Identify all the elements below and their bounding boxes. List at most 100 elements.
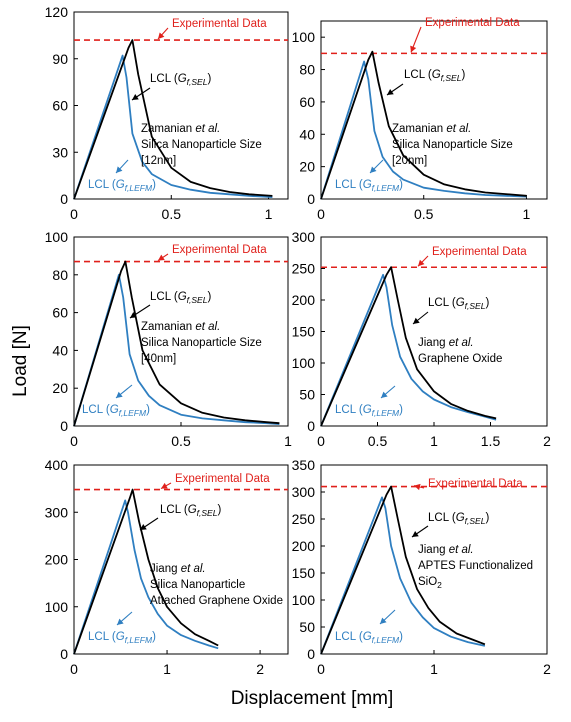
lcl-sel-arrow-head [140,524,147,530]
lcl-lefm-arrow-head [117,618,124,625]
lcl-sel-label: LCL (Gf,SEL) [404,69,465,83]
panel-annotation: Jiang et al. [150,563,206,575]
lcl-lefm-arrow-head [380,617,387,624]
experimental-label: Experimental Data [175,473,270,485]
experimental-arrow-head [418,259,425,267]
y-tick-label: 300 [292,229,316,245]
panel-annotation: Zamanian et al. [392,123,471,135]
x-tick-label: 2 [543,433,551,449]
lcl-sel-label: LCL (Gf,SEL) [428,512,489,526]
lcl-lefm-label: LCL (Gf,LEFM) [335,404,403,418]
series-sel [320,485,486,655]
series-sel [320,266,497,427]
x-tick-label: 0.5 [368,433,388,449]
experimental-arrow-head [158,254,165,261]
y-tick-label: 300 [45,504,69,520]
y-tick-label: 200 [292,292,316,308]
y-tick-label: 20 [52,380,68,396]
y-tick-label: 120 [45,4,69,20]
x-tick-label: 1 [284,433,292,449]
plot-frame [320,236,548,427]
x-tick-label: 0 [317,661,325,677]
panel-annotation: Silica Nanoparticle Size [141,139,262,151]
experimental-arrow-head [161,482,168,489]
panel-annotation: [12nm] [141,155,176,167]
y-tick-label: 0 [307,646,315,662]
lcl-sel-label: LCL (Gf,SEL) [150,291,211,305]
y-tick-label: 60 [52,305,68,321]
lcl-lefm-arrow-head [381,391,388,398]
panel-annotation: [20nm] [392,155,427,167]
series-lefm [73,273,280,427]
x-tick-label: 0 [70,206,78,222]
lcl-sel-arrow-head [130,312,137,318]
y-tick-label: 100 [292,29,316,45]
y-tick-label: 50 [299,619,315,635]
lcl-sel-arrow-head [387,88,394,95]
lcl-sel-label: LCL (Gf,SEL) [160,504,221,518]
x-tick-label: 1 [163,661,171,677]
y-tick-label: 60 [299,94,315,110]
x-tick-label: 0 [70,433,78,449]
panel-annotation: Zamanian et al. [141,123,220,135]
y-tick-label: 60 [52,98,68,114]
y-tick-label: 0 [307,418,315,434]
panel-bottom-left: 0 100 200 300 400 0 1 2 Experimental Data Jiang e… [45,457,289,677]
series-sel [73,260,280,427]
panel-annotation: Zamanian et al. [141,321,220,333]
lcl-lefm-label: LCL (Gf,LEFM) [88,631,156,645]
lcl-lefm-arrow-head [370,166,377,173]
lcl-lefm-label: LCL (Gf,LEFM) [88,179,156,193]
panel-top-left: 0 30 60 90 120 0 0.5 1 Experimental Data Zamanian… [45,4,289,222]
lcl-sel-label: LCL (Gf,SEL) [150,73,211,87]
series-sel [320,50,527,200]
y-tick-label: 0 [60,646,68,662]
y-tick-label: 100 [292,355,316,371]
x-tick-label: 0.5 [171,433,191,449]
x-tick-label: 1.5 [481,433,501,449]
series-lefm [320,496,486,655]
series-lefm [320,60,527,200]
x-tick-label: 0.5 [162,206,182,222]
y-tick-label: 250 [292,261,316,277]
panel-bottom-right: 0 50 100 150 200 250 300 350 0 1 2 Experimental Dat… [292,457,551,677]
lcl-sel-arrow-head [413,317,420,324]
y-tick-label: 200 [45,552,69,568]
y-tick-label: 300 [292,484,316,500]
panel-annotation: Silica Nanoparticle Size [392,139,513,151]
y-tick-label: 150 [292,565,316,581]
lcl-lefm-arrow-head [116,166,123,173]
panel-annotation: SiO2 [418,576,442,590]
y-tick-label: 0 [307,191,315,207]
lcl-lefm-label: LCL (Gf,LEFM) [335,179,403,193]
lcl-sel-label: LCL (Gf,SEL) [428,297,489,311]
y-tick-label: 100 [45,599,69,615]
panel-annotation: [40nm] [141,353,176,365]
y-tick-label: 400 [45,457,69,473]
lcl-lefm-label: LCL (Gf,LEFM) [335,631,403,645]
experimental-arrow-head [414,483,421,491]
series-lefm [73,54,273,200]
y-tick-label: 100 [292,592,316,608]
y-tick-label: 0 [60,191,68,207]
lcl-sel-arrow-head [132,94,139,100]
panel-annotation: APTES Functionalized [418,560,533,572]
plot-frame [320,20,548,200]
y-tick-label: 20 [299,159,315,175]
y-tick-label: 0 [60,418,68,434]
x-tick-label: 2 [256,661,264,677]
panel-middle-left: 0 20 40 60 80 100 0 0.5 1 Experimental Data Zamani… [45,229,292,449]
panel-annotation: Jiang et al. [418,544,474,556]
y-tick-label: 250 [292,511,316,527]
experimental-arrow-head [410,45,417,53]
panel-annotation: Attached Graphene Oxide [150,595,283,607]
experimental-label: Experimental Data [432,246,527,258]
experimental-label: Experimental Data [425,17,520,29]
experimental-label: Experimental Data [172,18,267,30]
panel-annotation: Graphene Oxide [418,353,502,365]
x-tick-label: 1 [523,206,531,222]
x-tick-label: 1 [430,661,438,677]
series-lefm [320,273,497,427]
y-axis-title: Load [N] [10,325,31,397]
